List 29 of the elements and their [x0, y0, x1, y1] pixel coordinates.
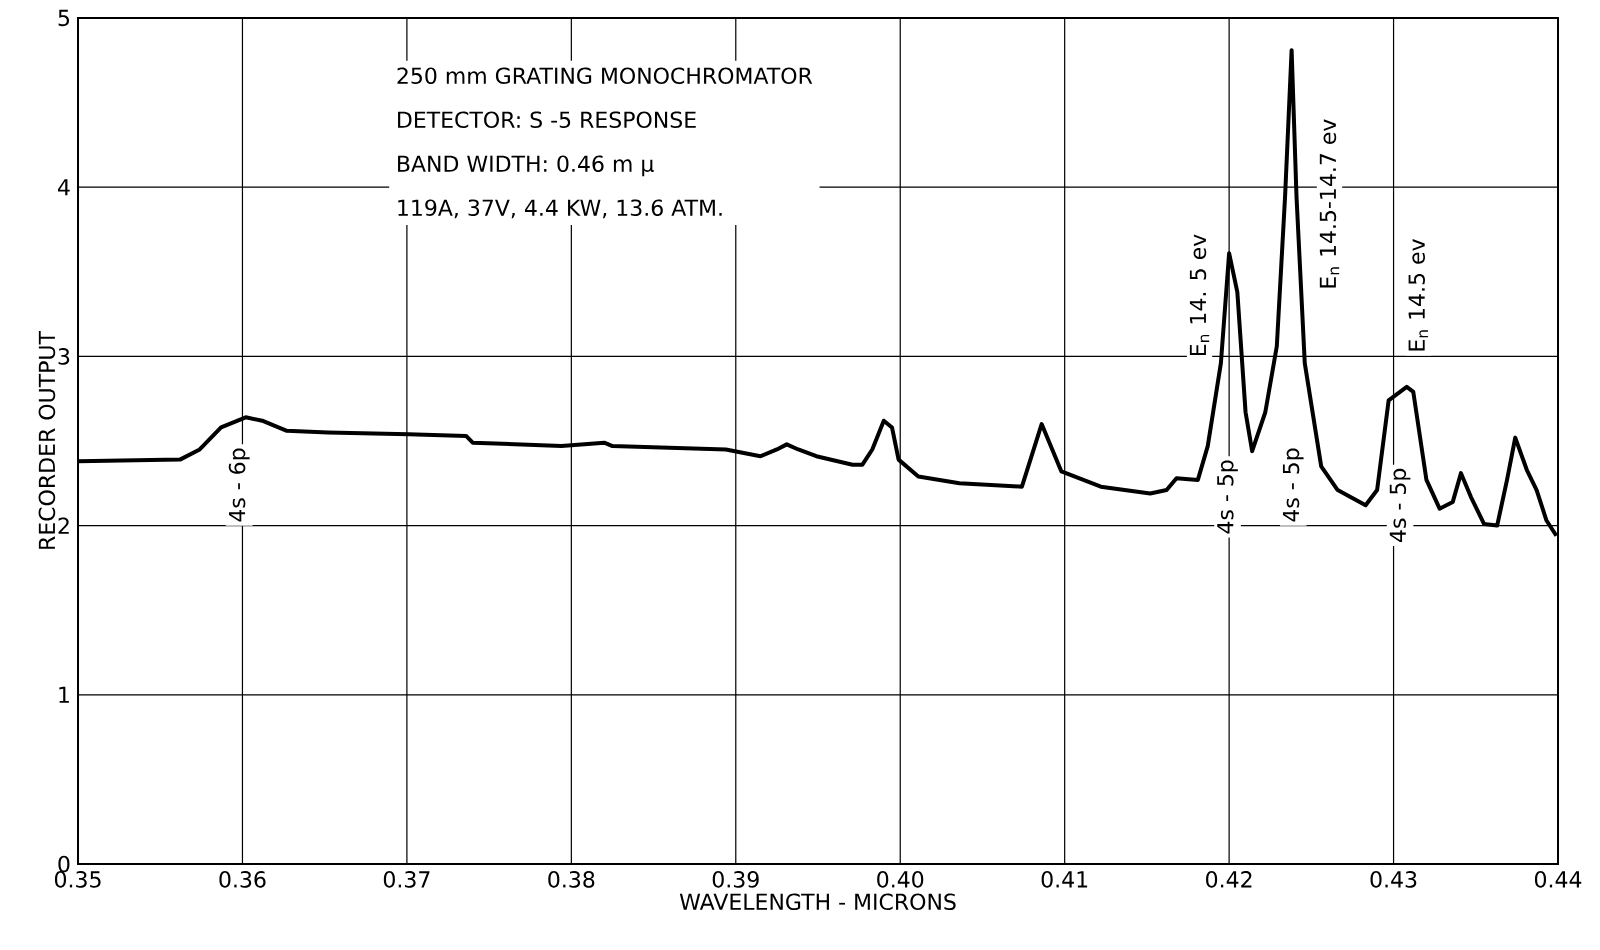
x-axis-title: WAVELENGTH - MICRONS: [679, 893, 956, 911]
y-axis-title: RECORDER OUTPUT: [38, 330, 56, 549]
y-tick-label: 0: [58, 855, 70, 873]
y-tick-label: 5: [58, 9, 70, 27]
x-tick-label: 0.41: [1041, 871, 1088, 888]
x-tick-label: 0.35: [54, 871, 101, 888]
annotation: 4s - 5p: [1389, 468, 1411, 542]
annotation: 250 mm GRATING MONOCHROMATOR: [397, 67, 813, 85]
annotation: DETECTOR: S -5 RESPONSE: [398, 111, 696, 129]
annotation: 4s - 5p: [1217, 460, 1238, 534]
y-tick-label: 1: [59, 686, 69, 703]
annotation: E$_{n}$ 14. 5 ev: [1189, 234, 1210, 356]
x-tick-label: 0.40: [877, 871, 924, 888]
y-tick-label: 4: [58, 179, 70, 196]
y-tick-label: 3: [58, 348, 70, 365]
annotation: 4s - 5p: [1282, 448, 1304, 522]
x-tick-label: 0.39: [712, 871, 759, 888]
x-tick-label: 0.42: [1206, 871, 1252, 888]
annotation: BAND WIDTH: 0.46 m μ: [398, 155, 654, 177]
x-tick-label: 0.44: [1534, 871, 1582, 888]
x-tick-label: 0.43: [1370, 871, 1417, 888]
annotation: 4s - 6p: [228, 448, 250, 522]
x-tick-label: 0.37: [383, 871, 430, 888]
annotation: 119A, 37V, 4.4 KW, 13.6 ATM.: [398, 199, 722, 219]
x-tick-label: 0.38: [548, 871, 595, 888]
annotation: E$_{n}$ 14.5-14.7 ev: [1319, 119, 1340, 288]
x-tick-label: 0.36: [219, 871, 266, 888]
annotation: E$_{n}$ 14.5 ev: [1408, 239, 1428, 351]
y-tick-label: 2: [58, 517, 69, 534]
